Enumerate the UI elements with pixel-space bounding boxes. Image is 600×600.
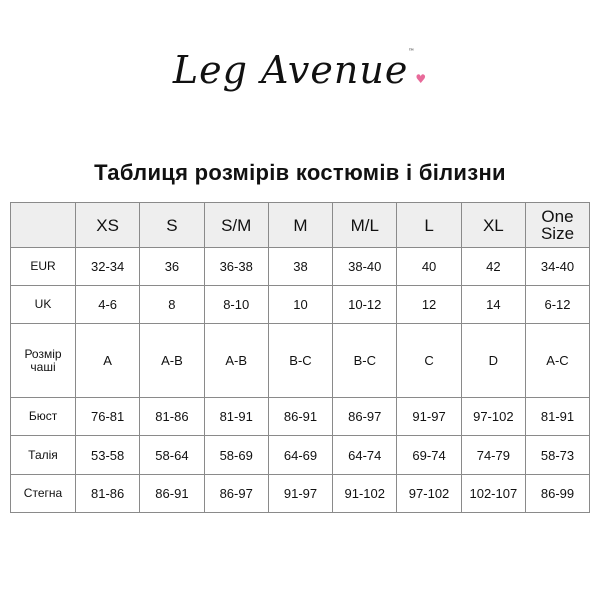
table-cell: 97-102 — [460, 397, 527, 437]
row-label: Розмір чаші — [10, 323, 76, 399]
table-row: Стегна 81-86 86-91 86-97 91-97 91-102 97-102 10… — [10, 473, 590, 514]
row-label: Бюст — [10, 397, 76, 437]
table-cell: 42 — [460, 246, 527, 287]
table-cell: 86-97 — [203, 473, 269, 514]
table-cell: 102-107 — [460, 473, 527, 514]
table-cell: 40 — [396, 246, 462, 287]
table-cell: 38-40 — [332, 246, 398, 287]
table-cell: 91-97 — [267, 473, 334, 514]
table-cell: 10-12 — [332, 285, 398, 325]
row-label: EUR — [10, 246, 76, 287]
table-cell: 81-86 — [74, 473, 141, 514]
trademark: ™ — [408, 48, 416, 55]
table-cell: 76-81 — [74, 397, 141, 437]
table-cell: 81-91 — [525, 397, 590, 437]
logo-text: Leg Avenue — [172, 48, 409, 92]
table-cell: A-B — [139, 323, 205, 399]
table-cell: 8 — [139, 285, 205, 325]
column-header: XS — [74, 202, 141, 248]
table-cell: C — [396, 323, 462, 399]
table-cell: A-C — [525, 323, 590, 399]
table-row: Розмір чаші A A-B A-B B-C B-C C D A-C — [10, 323, 590, 399]
brand-logo: Leg Avenue™ ♥ — [0, 48, 600, 92]
row-label: Талія — [10, 435, 76, 475]
page-title: Таблиця розмірів костюмів і білизни — [94, 160, 506, 185]
column-header: L — [396, 202, 462, 248]
table-cell: 14 — [460, 285, 527, 325]
table-cell: 69-74 — [396, 435, 462, 475]
size-table: XS S S/M M M/L L XL One Size EUR 32-34 36 36-38 38 3… — [10, 202, 590, 514]
table-row: EUR 32-34 36 36-38 38 38-40 40 42 34-40 — [10, 246, 590, 287]
table-cell: B-C — [267, 323, 334, 399]
table-row: Талія 53-58 58-64 58-69 64-69 64-74 69-74 74-79… — [10, 435, 590, 475]
column-header: One Size — [525, 202, 590, 248]
column-header — [10, 202, 76, 248]
table-cell: 91-97 — [396, 397, 462, 437]
table-cell: 74-79 — [460, 435, 527, 475]
header-row: XS S S/M M M/L L XL One Size — [10, 202, 590, 248]
row-label: Стегна — [10, 473, 76, 514]
table-cell: 64-69 — [267, 435, 334, 475]
table-cell: 32-34 — [74, 246, 141, 287]
table-cell: 81-91 — [203, 397, 269, 437]
table-cell: A — [74, 323, 141, 399]
table-cell: 10 — [267, 285, 334, 325]
table-cell: 58-69 — [203, 435, 269, 475]
table-cell: A-B — [203, 323, 269, 399]
table-cell: 86-91 — [267, 397, 334, 437]
table-cell: 97-102 — [396, 473, 462, 514]
table-cell: 53-58 — [74, 435, 141, 475]
table-cell: 4-6 — [74, 285, 141, 325]
heart-icon: ♥ — [415, 72, 428, 86]
table-cell: 86-99 — [525, 473, 590, 514]
column-header: XL — [460, 202, 527, 248]
column-header: M — [267, 202, 334, 248]
table-cell: B-C — [332, 323, 398, 399]
table-cell: 12 — [396, 285, 462, 325]
table-cell: 58-73 — [525, 435, 590, 475]
table-cell: 34-40 — [525, 246, 590, 287]
table-cell: 86-91 — [139, 473, 205, 514]
column-header: S — [139, 202, 205, 248]
column-header: M/L — [332, 202, 398, 248]
table-row: UK 4-6 8 8-10 10 10-12 12 14 6-12 — [10, 285, 590, 325]
table-cell: 6-12 — [525, 285, 590, 325]
table-cell: 8-10 — [203, 285, 269, 325]
column-header: S/M — [203, 202, 269, 248]
table-cell: 36 — [139, 246, 205, 287]
table-cell: 64-74 — [332, 435, 398, 475]
table-cell: 86-97 — [332, 397, 398, 437]
table-cell: 38 — [267, 246, 334, 287]
table-cell: 81-86 — [139, 397, 205, 437]
table-cell: 58-64 — [139, 435, 205, 475]
table-cell: 36-38 — [203, 246, 269, 287]
table-row: Бюст 76-81 81-86 81-91 86-91 86-97 91-97 97-102… — [10, 397, 590, 437]
row-label: UK — [10, 285, 76, 325]
table-cell: 91-102 — [332, 473, 398, 514]
table-cell: D — [460, 323, 527, 399]
